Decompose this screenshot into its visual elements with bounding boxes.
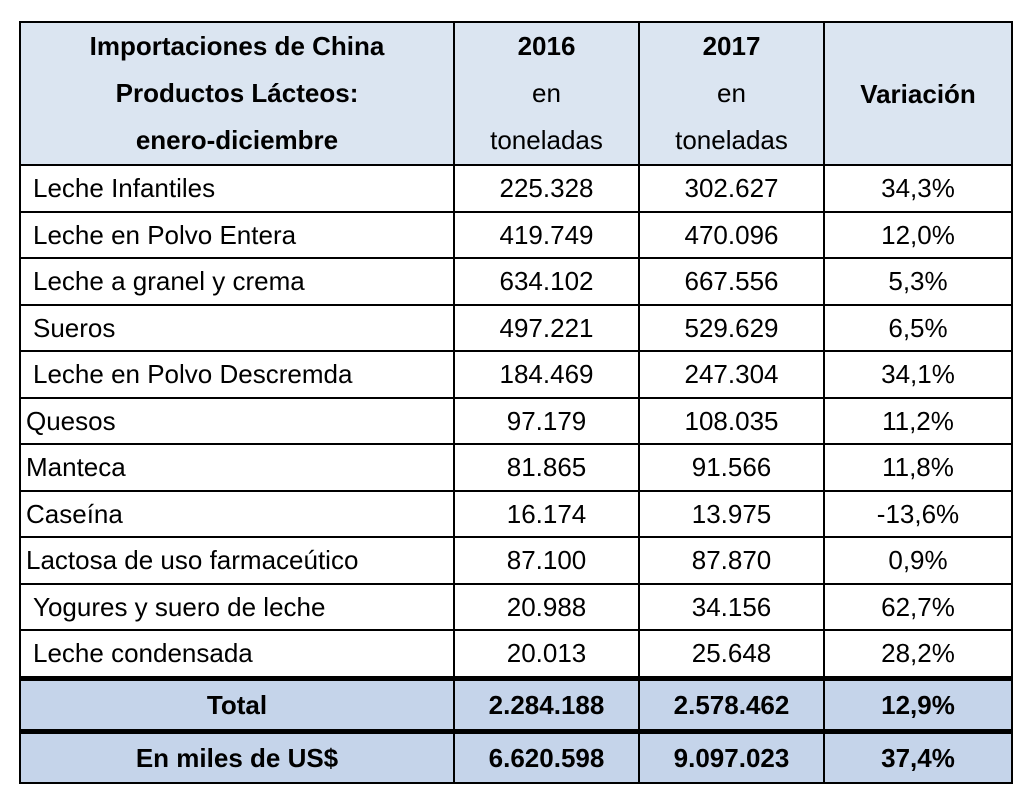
header-row: Importaciones de China Productos Lácteos…: [19, 21, 1013, 166]
usd-label: En miles de US$: [19, 728, 455, 784]
tons-2016: 497.221: [453, 303, 640, 352]
variation-value: 11,8%: [823, 443, 1013, 492]
product-name: Leche a granel y crema: [19, 257, 455, 306]
table-row: Caseína 16.174 13.975 -13,6%: [19, 489, 1013, 538]
product-name: Manteca: [19, 443, 455, 492]
table-row: Leche a granel y crema 634.102 667.556 5…: [19, 257, 1013, 306]
product-name: Sueros: [19, 303, 455, 352]
tons-2016: 20.013: [453, 629, 640, 679]
table-row: Sueros 497.221 529.629 6,5%: [19, 303, 1013, 352]
tons-2016: 184.469: [453, 350, 640, 399]
usd-2017: 9.097.023: [638, 728, 825, 784]
year-2017-header: 2017 en toneladas: [638, 21, 825, 166]
product-name: Quesos: [19, 396, 455, 445]
tons-2017: 108.035: [638, 396, 825, 445]
table-row: Lactosa de uso farmaceútico 87.100 87.87…: [19, 536, 1013, 585]
product-name: Lactosa de uso farmaceútico: [19, 536, 455, 585]
variation-value: 5,3%: [823, 257, 1013, 306]
tons-2017: 529.629: [638, 303, 825, 352]
variation-value: 28,2%: [823, 629, 1013, 679]
tons-2017: 302.627: [638, 164, 825, 213]
usd-variation: 37,4%: [823, 728, 1013, 784]
tons-2016: 634.102: [453, 257, 640, 306]
product-name: Leche en Polvo Entera: [19, 210, 455, 259]
total-row: Total 2.284.188 2.578.462 12,9%: [19, 675, 1013, 732]
variation-header: Variación: [823, 21, 1013, 166]
variation-value: 34,1%: [823, 350, 1013, 399]
table-row: Yogures y suero de leche 20.988 34.156 6…: [19, 582, 1013, 631]
tons-2016: 419.749: [453, 210, 640, 259]
total-label: Total: [19, 675, 455, 732]
table-row: Leche condensada 20.013 25.648 28,2%: [19, 629, 1013, 679]
tons-2016: 97.179: [453, 396, 640, 445]
tons-2016: 16.174: [453, 489, 640, 538]
title-header: Importaciones de China Productos Lácteos…: [19, 21, 455, 166]
variation-value: 11,2%: [823, 396, 1013, 445]
tons-2016: 225.328: [453, 164, 640, 213]
tons-2017: 87.870: [638, 536, 825, 585]
year-2016-label: 2016: [517, 31, 576, 61]
variation-value: 0,9%: [823, 536, 1013, 585]
table-row: Manteca 81.865 91.566 11,8%: [19, 443, 1013, 492]
tons-2016: 81.865: [453, 443, 640, 492]
title-line-1: Importaciones de China: [89, 31, 385, 61]
tons-2016: 87.100: [453, 536, 640, 585]
title-line-2: Productos Lácteos:: [115, 78, 359, 108]
tons-2017: 34.156: [638, 582, 825, 631]
year-2017-label: 2017: [702, 31, 761, 61]
table-row: Leche en Polvo Descremda 184.469 247.304…: [19, 350, 1013, 399]
product-name: Caseína: [19, 489, 455, 538]
year-2016-header: 2016 en toneladas: [453, 21, 640, 166]
product-name: Leche en Polvo Descremda: [19, 350, 455, 399]
year-2016-unit-1: en: [532, 78, 561, 108]
variation-value: 6,5%: [823, 303, 1013, 352]
tons-2017: 25.648: [638, 629, 825, 679]
variation-value: -13,6%: [823, 489, 1013, 538]
tons-2016: 20.988: [453, 582, 640, 631]
tons-2017: 470.096: [638, 210, 825, 259]
table-row: Leche en Polvo Entera 419.749 470.096 12…: [19, 210, 1013, 259]
table-row: Leche Infantiles 225.328 302.627 34,3%: [19, 164, 1013, 213]
product-name: Yogures y suero de leche: [19, 582, 455, 631]
variation-value: 34,3%: [823, 164, 1013, 213]
product-name: Leche condensada: [19, 629, 455, 679]
table-row: Quesos 97.179 108.035 11,2%: [19, 396, 1013, 445]
variation-value: 12,0%: [823, 210, 1013, 259]
tons-2017: 13.975: [638, 489, 825, 538]
year-2016-unit-2: toneladas: [490, 125, 603, 155]
dairy-imports-table: Importaciones de China Productos Lácteos…: [19, 21, 1013, 784]
tons-2017: 247.304: [638, 350, 825, 399]
tons-2017: 667.556: [638, 257, 825, 306]
total-2016: 2.284.188: [453, 675, 640, 732]
tons-2017: 91.566: [638, 443, 825, 492]
total-2017: 2.578.462: [638, 675, 825, 732]
variation-value: 62,7%: [823, 582, 1013, 631]
usd-row: En miles de US$ 6.620.598 9.097.023 37,4…: [19, 728, 1013, 784]
usd-2016: 6.620.598: [453, 728, 640, 784]
title-line-3: enero-diciembre: [135, 125, 339, 155]
total-variation: 12,9%: [823, 675, 1013, 732]
year-2017-unit-2: toneladas: [675, 125, 788, 155]
year-2017-unit-1: en: [717, 78, 746, 108]
product-name: Leche Infantiles: [19, 164, 455, 213]
